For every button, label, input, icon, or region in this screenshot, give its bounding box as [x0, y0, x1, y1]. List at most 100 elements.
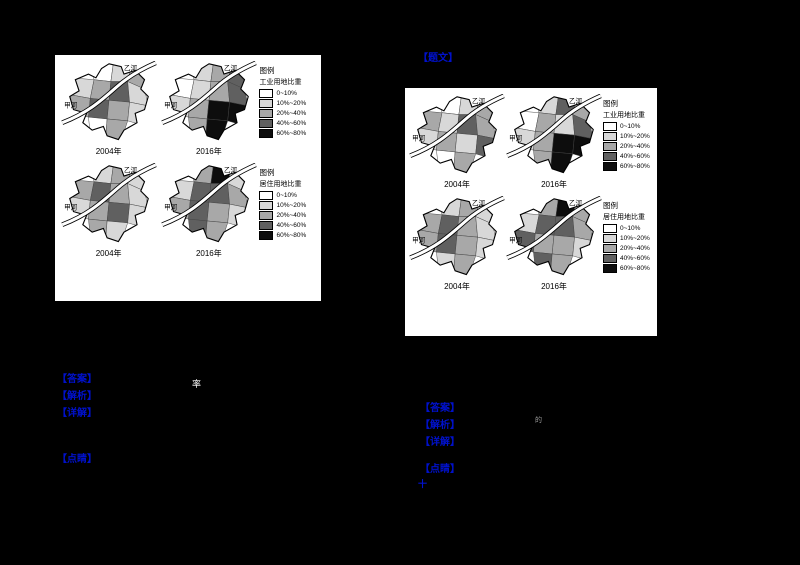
- tip-label-left[interactable]: 【点睛】: [57, 454, 97, 465]
- legend-swatch: [259, 211, 274, 220]
- legend-swatch: [603, 254, 617, 263]
- legend: 图例工业用地比重 0~10% 10%~20% 20%~40% 40%~60% 60%~80…: [603, 94, 655, 172]
- legend-class-label: 10%~20%: [276, 100, 307, 107]
- city-map: 甲河 乙河 2016年: [159, 163, 258, 259]
- map-group-row: 甲河 乙河 2004年 甲河 乙河 2016年 图例 工业用地比重 0~10% 10%~20% 20…: [55, 55, 321, 157]
- legend-class-label: 10%~20%: [276, 202, 307, 209]
- question-label-right[interactable]: 【题文】: [418, 53, 458, 64]
- river-label-yi: 乙河: [224, 166, 238, 174]
- legend-swatch: [603, 152, 617, 161]
- legend-entry: 10%~20%: [603, 234, 655, 243]
- legend-subtitle: 工业用地比重: [259, 79, 302, 86]
- city-map-svg: 甲河 乙河: [506, 196, 602, 276]
- city-map: 甲河 乙河 2004年: [59, 163, 158, 259]
- city-map-svg: 甲河 乙河: [161, 163, 257, 243]
- legend-entry: 10%~20%: [603, 132, 655, 141]
- city-map: 甲河 乙河 2016年: [159, 61, 258, 157]
- legend-entry: 60%~80%: [603, 162, 655, 171]
- tip-label-right[interactable]: 【点睛】: [420, 464, 460, 475]
- legend-class-label: 60%~80%: [276, 232, 307, 239]
- legend-swatch: [259, 109, 274, 118]
- legend-title: 图例: [259, 168, 275, 177]
- map-year-caption: 2004年: [444, 180, 470, 189]
- map-year-caption: 2016年: [195, 147, 222, 156]
- legend-title: 图例: [603, 201, 618, 210]
- legend-subtitle: 居住用地比重: [259, 181, 302, 188]
- legend: 图例居住用地比重 0~10% 10%~20% 20%~40% 40%~60% 60%~80…: [259, 163, 319, 241]
- legend-class-label: 60%~80%: [620, 265, 650, 272]
- legend-swatch: [259, 99, 274, 108]
- legend-class-label: 0~10%: [276, 90, 297, 97]
- legend-class-label: 40%~60%: [276, 222, 307, 229]
- city-map-svg: 甲河 乙河: [409, 196, 505, 276]
- legend-class-label: 40%~60%: [620, 255, 650, 262]
- answer-label-left[interactable]: 【答案】: [57, 374, 97, 385]
- legend-class-label: 60%~80%: [276, 130, 307, 137]
- stray-gray-glyph: 的: [535, 417, 542, 424]
- answer-label-right[interactable]: 【答案】: [420, 403, 460, 414]
- legend: 图例 居住用地比重 0~10% 10%~20% 20%~40% 40%~60% 60%~80…: [603, 196, 655, 274]
- analysis-label-right[interactable]: 【解析】: [420, 420, 460, 431]
- legend-class-label: 20%~40%: [276, 110, 307, 117]
- legend-swatch: [259, 129, 274, 138]
- legend-swatch: [603, 142, 617, 151]
- legend-class-label: 10%~20%: [620, 235, 650, 242]
- legend-entry: 0~10%: [603, 122, 655, 131]
- legend-swatch: [259, 221, 274, 230]
- legend-class-label: 20%~40%: [276, 212, 307, 219]
- river-label-jia: 甲河: [509, 237, 523, 245]
- city-map-svg: 甲河 乙河: [409, 94, 505, 174]
- legend-swatch: [259, 201, 274, 210]
- legend-entry: 40%~60%: [603, 254, 655, 263]
- legend-swatch: [603, 244, 617, 253]
- river-label-jia: 甲河: [164, 102, 178, 110]
- legend-entry: 60%~80%: [259, 231, 319, 240]
- river-label-yi: 乙河: [569, 199, 583, 207]
- legend-swatch: [259, 191, 274, 200]
- legend-entry: 40%~60%: [259, 221, 319, 230]
- legend-class-label: 20%~40%: [620, 143, 650, 150]
- legend-class-label: 10%~20%: [620, 133, 650, 140]
- map-year-caption: 2016年: [541, 282, 567, 291]
- map-year-caption: 2004年: [444, 282, 470, 291]
- city-map: 甲河 乙河 2004年: [409, 94, 505, 190]
- legend-entry: 20%~40%: [259, 211, 319, 220]
- city-map-svg: 甲河 乙河: [506, 94, 602, 174]
- legend-swatch: [603, 162, 617, 171]
- legend-subtitle: 工业用地比重: [603, 112, 645, 119]
- legend-swatch: [603, 264, 617, 273]
- legend-entry: 0~10%: [259, 89, 319, 98]
- legend-entry: 20%~40%: [603, 244, 655, 253]
- legend-entry: 20%~40%: [603, 142, 655, 151]
- map-group-row: 甲河 乙河 2004年 甲河 乙河 2016年 图例 居住用地比重 0~10% 10%~20% 20…: [405, 190, 657, 292]
- city-map: 甲河 乙河 2004年: [409, 196, 505, 292]
- legend-entry: 40%~60%: [603, 152, 655, 161]
- legend-title: 图例: [259, 66, 275, 75]
- legend-entry: 60%~80%: [603, 264, 655, 273]
- legend-swatch: [259, 119, 274, 128]
- detail-label-left[interactable]: 【详解】: [57, 408, 97, 419]
- river-label-jia: 甲河: [64, 204, 78, 212]
- river-label-yi: 乙河: [472, 97, 486, 105]
- legend-entry: 10%~20%: [259, 201, 319, 210]
- legend-entry: 10%~20%: [259, 99, 319, 108]
- legend-title: 图例: [603, 99, 618, 108]
- city-map-svg: 甲河 乙河: [61, 163, 157, 243]
- river-label-yi: 乙河: [224, 64, 238, 72]
- map-year-caption: 2016年: [541, 180, 567, 189]
- map-figure-right: 甲河 乙河 2004年 甲河 乙河 2016年 图例 工业用地比重 0~10% 10%~20% 20…: [405, 88, 657, 336]
- legend-entry: 0~10%: [603, 224, 655, 233]
- analysis-label-left[interactable]: 【解析】: [57, 391, 97, 402]
- blue-mark-small[interactable]: 十: [418, 479, 428, 489]
- legend-swatch: [259, 89, 274, 98]
- river-label-jia: 甲河: [509, 135, 523, 143]
- legend-swatch: [603, 132, 617, 141]
- map-year-caption: 2004年: [95, 249, 122, 258]
- legend-entry: 60%~80%: [259, 129, 319, 138]
- legend-class-label: 20%~40%: [620, 245, 650, 252]
- legend: 图例工业用地比重 0~10% 10%~20% 20%~40% 40%~60% 60%~80…: [259, 61, 319, 139]
- legend-entry: 0~10%: [259, 191, 319, 200]
- legend-entry: 40%~60%: [259, 119, 319, 128]
- detail-label-right[interactable]: 【详解】: [420, 437, 460, 448]
- legend-class-label: 0~10%: [620, 123, 641, 130]
